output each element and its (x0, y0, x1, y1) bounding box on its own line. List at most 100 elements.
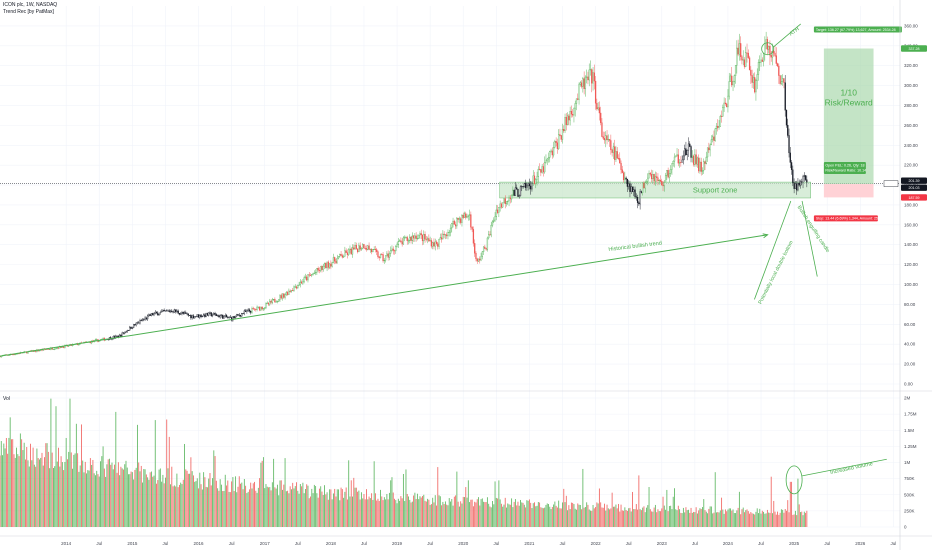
candle-body (752, 77, 755, 83)
volume-bar (87, 470, 89, 527)
candle-body (507, 200, 509, 202)
volume-bar (796, 515, 798, 527)
volume-bar (455, 495, 457, 527)
candle-body (136, 322, 139, 324)
candle-body (391, 248, 393, 251)
current-price-badge-bg (901, 177, 927, 184)
volume-bar (684, 512, 686, 527)
volume-bar (770, 476, 772, 527)
volume-bar (406, 493, 408, 527)
volume-bar (693, 511, 695, 527)
candle-body (550, 150, 552, 152)
volume-bar (805, 512, 807, 527)
historical-trend-label: Historical bullish trend (608, 240, 662, 253)
volume-bar (366, 489, 367, 527)
candle-body (443, 233, 445, 235)
candle-body (782, 78, 784, 82)
volume-bar (751, 513, 753, 527)
candle-body (276, 300, 279, 303)
candle-body (796, 183, 798, 191)
support-zone-label: Support zone (693, 186, 738, 195)
candle-body (409, 236, 411, 241)
volume-bar (194, 481, 196, 527)
candle-body (442, 233, 444, 240)
candle-body (414, 235, 416, 239)
candle-body (116, 335, 118, 337)
volume-bar (271, 482, 273, 527)
candle-body (792, 169, 794, 183)
volume-bar (465, 487, 467, 527)
candle-body (96, 339, 98, 341)
volume-bar (532, 503, 534, 527)
volume-bar (405, 469, 407, 527)
volume-bar (694, 512, 696, 527)
candle-body (246, 310, 248, 312)
candle-body (579, 82, 581, 85)
candle-body (611, 149, 613, 153)
volume-bar (497, 498, 499, 527)
candle-body (258, 306, 261, 311)
volume-bar (481, 498, 483, 527)
volume-bar (526, 500, 528, 527)
volume-bar (97, 474, 99, 527)
volume-bar (782, 509, 784, 527)
volume-bar (456, 471, 458, 527)
candle-body (785, 109, 788, 126)
candle-body (734, 65, 737, 76)
candle-body (219, 315, 221, 318)
volume-bar (176, 473, 178, 527)
volume-bar (507, 503, 509, 527)
time-tick-label: 2026 (855, 541, 866, 546)
candle-body (281, 293, 284, 299)
candle-body (542, 166, 545, 173)
candle-body (145, 317, 147, 320)
volume-bar (806, 510, 808, 527)
time-tick-label: 2018 (326, 541, 337, 546)
volume-bar (427, 498, 429, 527)
candle-body (232, 316, 234, 321)
volume-bar (462, 496, 464, 527)
volume-bar (40, 457, 42, 527)
candle-body (176, 310, 178, 312)
volume-bar (548, 504, 549, 527)
candle-body (336, 257, 338, 264)
candle-body (696, 157, 699, 165)
time-tick-label: Jul (96, 541, 102, 546)
candle-body (56, 347, 58, 349)
volume-bar (4, 448, 6, 527)
volume-bar (489, 506, 491, 527)
candle-body (216, 315, 219, 317)
candle-body (360, 248, 363, 250)
volume-bar (699, 508, 701, 527)
volume-bar (708, 508, 710, 527)
volume-bar (469, 502, 471, 527)
candle-body (592, 72, 594, 84)
volume-bar (414, 492, 416, 527)
volume-bar (577, 503, 579, 527)
time-tick-label: 2025 (789, 541, 800, 546)
increased-volume-label: Increased volume (830, 461, 874, 476)
candle-body (197, 314, 200, 318)
volume-bar (716, 512, 717, 527)
candle-body (491, 221, 494, 226)
volume-bar (583, 507, 585, 527)
stop-badge-text: Stop: 13.44 (6.69%) 1,344, Amount: 250 (816, 217, 880, 221)
time-tick-label: 2017 (260, 541, 271, 546)
candle-body (191, 315, 193, 319)
candle-body (236, 314, 238, 317)
volume-bar (46, 443, 48, 527)
candle-body (303, 277, 305, 282)
candle-body (326, 261, 328, 269)
candle-body (314, 272, 317, 274)
volume-bar (80, 424, 82, 527)
volume-bar (86, 473, 87, 527)
candle-body (49, 349, 51, 350)
volume-bar (103, 468, 105, 527)
volume-bar (12, 439, 14, 527)
volume-bar (755, 511, 757, 527)
volume-bar (690, 507, 692, 527)
candle-body (451, 223, 453, 229)
volume-bar (588, 509, 590, 527)
